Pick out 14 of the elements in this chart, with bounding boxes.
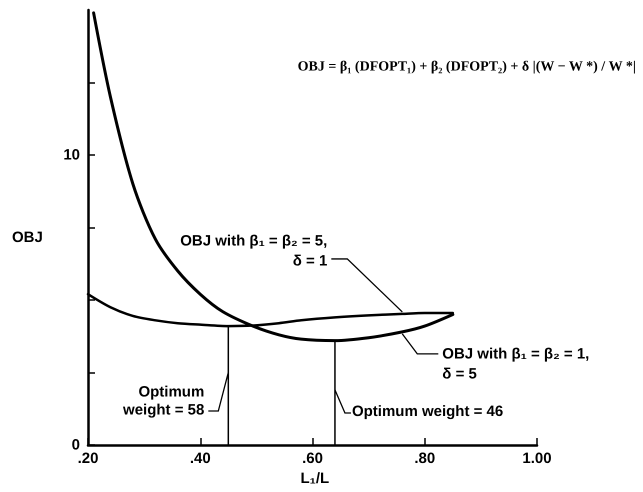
x-tick-label: .80 xyxy=(414,450,436,467)
y-tick-label: 0 xyxy=(72,436,80,454)
series-label: OBJ with β₁ = β₂ = 1, δ = 5 xyxy=(442,345,590,382)
y-axis-title: OBJ xyxy=(12,229,43,246)
x-tick-label: .20 xyxy=(78,450,98,467)
y-tick-label: 10 xyxy=(63,146,80,164)
x-tick-label: .40 xyxy=(190,450,211,467)
annotation: Optimum weight = 58 xyxy=(122,384,204,418)
x-tick-label: 1.00 xyxy=(522,450,552,467)
annotation: Optimum weight = 46 xyxy=(352,403,504,420)
annotation: OBJ = β₁ (DFOPT₁) + β₂ (DFOPT₂) + δ |(W − W *) / W *| xyxy=(298,60,636,74)
text: OBJ with β₁ = β₂ = 5, δ = 1 xyxy=(180,232,328,270)
x-tick-label: .60 xyxy=(302,450,323,467)
x-axis-title: L₁/L xyxy=(300,470,330,487)
